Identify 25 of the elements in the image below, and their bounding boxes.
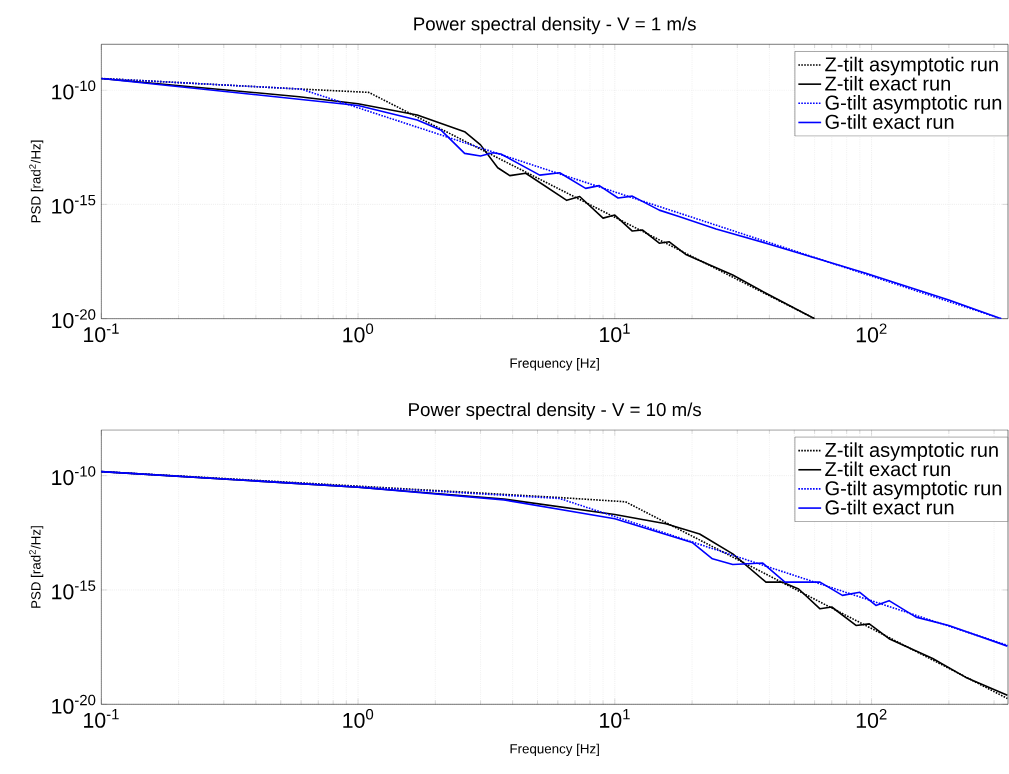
- chart-title: Power spectral density - V = 10 m/s: [409, 402, 701, 420]
- y-tick-label: 10$^{-15}$: [52, 194, 96, 214]
- y-tick-label: 10$^{-15}$: [52, 580, 96, 600]
- y-axis-title: PSD [rad$^{2}$/Hz]: [29, 526, 44, 608]
- x-tick-label: 10$^{2}$: [856, 323, 887, 343]
- legend-label: G-tilt asymptotic run: [825, 480, 1002, 500]
- legend-label: G-tilt asymptotic run: [825, 95, 1002, 114]
- x-tick-label: 10$^{0}$: [343, 323, 374, 343]
- legend-label: Z-tilt exact run: [825, 75, 950, 91]
- x-tick-label: 10$^{-1}$: [84, 323, 119, 343]
- legend-label: Z-tilt asymptotic run: [825, 56, 998, 76]
- y-tick-label: 10$^{-10}$: [52, 466, 96, 486]
- chart-title: Power spectral density - V = 1 m/s: [414, 16, 696, 35]
- x-tick-label: 10$^{0}$: [343, 709, 374, 729]
- x-axis-title: Frequency [Hz]: [510, 358, 599, 371]
- x-tick-label: 10$^{1}$: [600, 323, 630, 343]
- y-axis-title: PSD [rad$^{2}$/Hz]: [29, 140, 44, 223]
- legend-label: G-tilt exact run: [825, 114, 954, 129]
- legend-label: G-tilt exact run: [825, 499, 954, 515]
- y-tick-label: 10$^{-10}$: [52, 80, 96, 100]
- x-tick-label: 10$^{1}$: [600, 709, 630, 728]
- legend-label: Z-tilt exact run: [825, 461, 950, 477]
- x-tick-label: 10$^{2}$: [856, 709, 887, 729]
- legend-label: Z-tilt asymptotic run: [825, 442, 998, 461]
- x-axis-title: Frequency [Hz]: [510, 743, 599, 757]
